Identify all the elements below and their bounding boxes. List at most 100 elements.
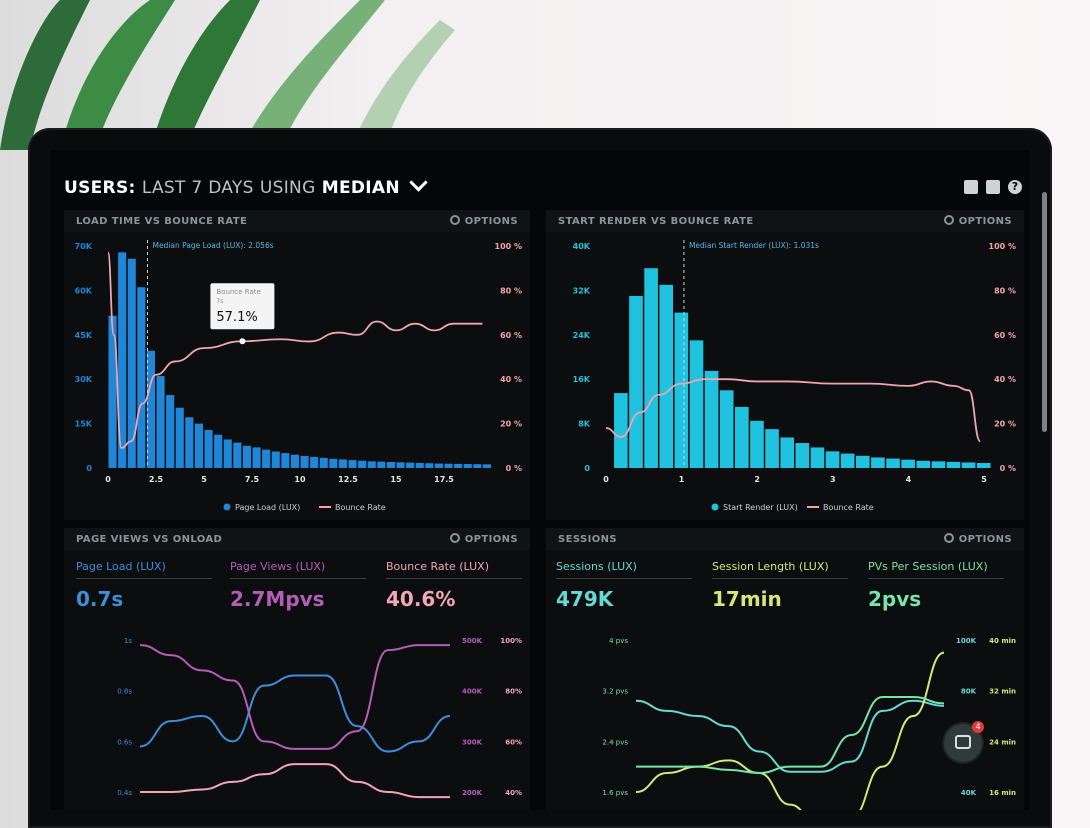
metric-page-load[interactable]: Page Load (LUX) 0.7s	[76, 560, 212, 611]
legend-label-line: Bounce Rate	[335, 503, 386, 512]
y3-tick-label: 80%	[505, 688, 522, 696]
share-icon[interactable]	[986, 180, 1000, 194]
options-button[interactable]: OPTIONS	[943, 215, 1012, 227]
y3-tick-label: 32 min	[989, 688, 1016, 696]
bar	[886, 458, 900, 468]
metric-session-length[interactable]: Session Length (LUX) 17min	[712, 560, 848, 611]
y-tick-label: 24K	[573, 331, 591, 340]
bar	[674, 312, 689, 468]
y-tick-label: 2.4 pvs	[602, 738, 628, 746]
series-line	[139, 674, 451, 753]
bar	[780, 437, 794, 468]
bar	[223, 439, 232, 468]
y2-tick-label: 100 %	[989, 242, 1017, 251]
x-tick-label: 0	[105, 475, 111, 484]
bar	[252, 447, 261, 468]
bar	[329, 458, 338, 468]
page-views-chart: 0.4s 0.6s 0.8s 1s 200K 300K 400K 500K 40% 60% 80% 1…	[117, 637, 522, 799]
metric-bounce-rate[interactable]: Bounce Rate (LUX) 40.6%	[386, 560, 522, 611]
bar	[795, 443, 810, 468]
y2-tick-label: 60 %	[994, 331, 1016, 340]
bar	[166, 395, 175, 468]
series-line	[635, 699, 945, 773]
chevron-down-icon[interactable]	[409, 173, 428, 192]
chat-button[interactable]: 4	[944, 721, 984, 762]
bar	[175, 407, 184, 468]
y2-tick-label: 500K	[462, 637, 483, 645]
bar	[916, 460, 931, 468]
panel-page-views: PAGE VIEWS VS ONLOAD OPTIONS Page Load (…	[64, 528, 530, 810]
x-tick-label: 12.5	[338, 475, 358, 484]
y2-tick-label: 20 %	[994, 420, 1016, 429]
x-tick-label: 2.5	[149, 475, 164, 484]
bar	[290, 454, 299, 468]
bar	[233, 442, 242, 468]
y3-tick-label: 40%	[505, 789, 522, 797]
y-tick-label: 1.6 pvs	[602, 789, 628, 797]
metric-pvs-per-session[interactable]: PVs Per Session (LUX) 2pvs	[868, 560, 1004, 611]
x-tick-label: 10	[294, 475, 306, 484]
y-tick-label: 70K	[75, 242, 93, 251]
metric-page-views[interactable]: Page Views (LUX) 2.7Mpvs	[230, 560, 366, 611]
bar	[108, 315, 117, 468]
y3-tick-label: 16 min	[989, 789, 1016, 797]
y-tick-label: 0	[86, 464, 92, 473]
bar	[194, 423, 203, 468]
panel-load-time: LOAD TIME VS BOUNCE RATE OPTIONS 0 15K 30K…	[64, 210, 530, 520]
page-title[interactable]: USERS: LAST 7 DAYS USING MEDIAN	[64, 173, 428, 198]
bounce-rate-line	[605, 378, 982, 443]
bar	[185, 417, 194, 468]
panel-header: PAGE VIEWS VS ONLOAD OPTIONS	[64, 528, 530, 550]
time-range: LAST 7 DAYS	[141, 178, 254, 198]
bar	[406, 462, 415, 468]
bar	[377, 461, 386, 468]
y2-tick-label: 0 %	[506, 464, 522, 473]
panel-title: LOAD TIME VS BOUNCE RATE	[76, 215, 248, 227]
bar	[901, 459, 915, 468]
y-tick-label: 40K	[573, 242, 591, 251]
legend-swatch-bar	[711, 503, 719, 511]
x-tick-label: 7.5	[245, 475, 260, 484]
bar	[946, 461, 961, 468]
y2-tick-label: 80K	[961, 688, 977, 696]
y3-tick-label: 60%	[505, 738, 522, 746]
panel-header: SESSIONS OPTIONS	[546, 528, 1024, 550]
y2-tick-label: 40 %	[500, 375, 522, 384]
bar	[629, 295, 643, 468]
y2-tick-label: 100 %	[495, 242, 523, 251]
options-button[interactable]: OPTIONS	[943, 533, 1012, 545]
bar	[750, 420, 764, 468]
options-button[interactable]: OPTIONS	[449, 215, 518, 227]
help-icon[interactable]: ?	[1008, 180, 1022, 194]
scrollbar[interactable]	[1042, 192, 1047, 432]
bar	[396, 462, 405, 468]
bar	[719, 390, 734, 468]
options-button[interactable]: OPTIONS	[449, 533, 518, 545]
y-tick-label: 0.8s	[117, 688, 132, 696]
bar	[689, 340, 704, 468]
bar	[204, 429, 213, 468]
bar	[482, 464, 491, 468]
y2-tick-label: 40 %	[994, 375, 1016, 384]
legend-swatch-bar	[223, 503, 231, 511]
options-icon	[943, 215, 954, 225]
panel-title: SESSIONS	[558, 533, 617, 545]
bar	[214, 434, 223, 468]
x-tick-label: 5	[201, 475, 207, 484]
metric-sessions[interactable]: Sessions (LUX) 479K	[556, 560, 692, 611]
y2-tick-label: 400K	[462, 688, 483, 696]
y3-tick-label: 40 min	[989, 637, 1016, 645]
bar	[348, 460, 357, 468]
bar	[281, 453, 290, 468]
bar	[659, 284, 674, 468]
monitor-icon[interactable]	[964, 180, 978, 194]
y3-tick-label: 24 min	[989, 738, 1016, 746]
bar	[765, 429, 779, 468]
tooltip-point	[239, 338, 246, 345]
x-tick-label: 17.5	[434, 475, 454, 484]
y-tick-label: 0.4s	[117, 789, 132, 797]
series-line	[635, 651, 945, 810]
y2-tick-label: 300K	[462, 738, 483, 746]
bar	[262, 449, 271, 468]
